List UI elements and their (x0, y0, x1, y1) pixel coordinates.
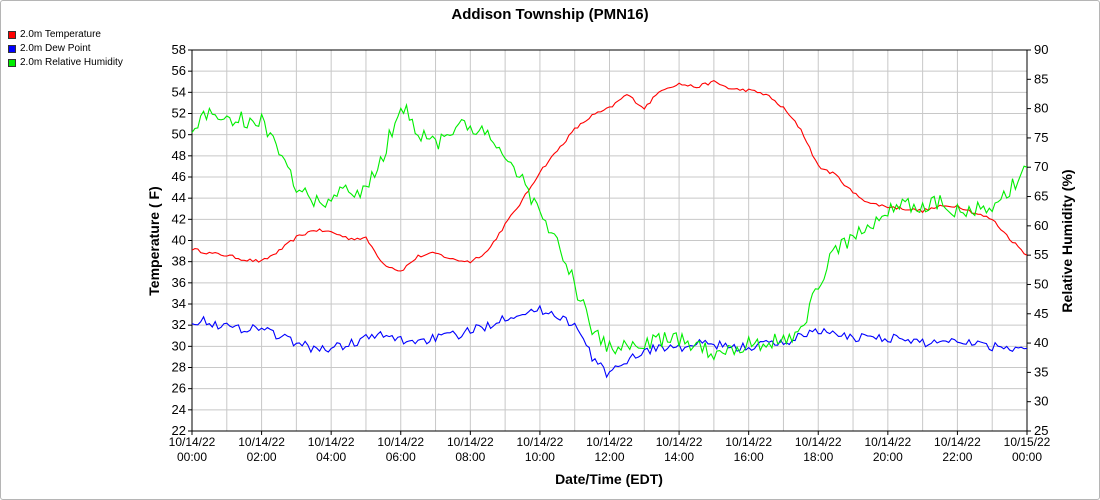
right-tick-label: 25 (1034, 423, 1048, 438)
legend-swatch-dew-point (8, 45, 16, 53)
x-tick-date: 10/14/22 (517, 435, 564, 449)
series-line-relative-humidity (191, 102, 1028, 361)
x-tick-date: 10/14/22 (656, 435, 703, 449)
x-tick-date: 10/15/22 (1004, 435, 1051, 449)
legend-swatch-relative-humidity (8, 59, 16, 67)
x-tick-time: 02:00 (247, 450, 277, 464)
right-tick-label: 80 (1034, 101, 1048, 116)
left-tick-label: 46 (172, 169, 186, 184)
chart-title: Addison Township (PMN16) (451, 6, 648, 23)
x-tick-date: 10/14/22 (308, 435, 355, 449)
x-tick-time: 12:00 (594, 450, 624, 464)
left-tick-label: 38 (172, 254, 186, 269)
left-tick-label: 54 (172, 84, 186, 99)
left-tick-label: 58 (172, 42, 186, 57)
x-tick-date: 10/14/22 (377, 435, 424, 449)
left-tick-label: 30 (172, 338, 186, 353)
x-tick-date: 10/14/22 (725, 435, 772, 449)
left-tick-label: 52 (172, 106, 186, 121)
x-tick-date: 10/14/22 (934, 435, 981, 449)
left-tick-label: 28 (172, 360, 186, 375)
right-tick-label: 70 (1034, 159, 1048, 174)
left-tick-label: 56 (172, 63, 186, 78)
legend: 2.0m Temperature 2.0m Dew Point 2.0m Rel… (8, 28, 123, 70)
left-tick-label: 48 (172, 148, 186, 163)
right-tick-label: 35 (1034, 364, 1048, 379)
x-tick-time: 04:00 (316, 450, 346, 464)
right-tick-label: 40 (1034, 335, 1048, 350)
x-tick-time: 00:00 (1012, 450, 1042, 464)
x-tick-time: 10:00 (525, 450, 555, 464)
series-line-temperature (191, 79, 1028, 272)
legend-swatch-temperature (8, 31, 16, 39)
right-tick-label: 50 (1034, 276, 1048, 291)
legend-label: 2.0m Relative Humidity (20, 57, 123, 68)
right-tick-label: 75 (1034, 130, 1048, 145)
x-tick-date: 10/14/22 (447, 435, 494, 449)
series-line-dew-point (191, 304, 1028, 379)
legend-label: 2.0m Dew Point (20, 43, 91, 54)
x-tick-time: 14:00 (664, 450, 694, 464)
right-tick-label: 85 (1034, 71, 1048, 86)
series-layer (191, 79, 1028, 379)
right-tick-label: 30 (1034, 394, 1048, 409)
left-tick-label: 34 (172, 296, 186, 311)
x-tick-date: 10/14/22 (795, 435, 842, 449)
right-tick-label: 45 (1034, 306, 1048, 321)
x-axis-label: Date/Time (EDT) (555, 471, 663, 487)
left-axis-ticks: 22 24 26 28 30 32 34 36 38 40 42 44 46 48 50 52 54 56 58 (172, 42, 192, 438)
right-tick-label: 60 (1034, 218, 1048, 233)
x-tick-date: 10/14/22 (169, 435, 216, 449)
x-tick-time: 22:00 (942, 450, 972, 464)
right-tick-label: 90 (1034, 42, 1048, 57)
left-tick-label: 36 (172, 275, 186, 290)
left-tick-label: 44 (172, 190, 186, 205)
x-tick-time: 20:00 (873, 450, 903, 464)
x-tick-time: 06:00 (386, 450, 416, 464)
right-tick-label: 55 (1034, 247, 1048, 262)
left-tick-label: 24 (172, 402, 186, 417)
left-tick-label: 40 (172, 233, 186, 248)
x-tick-date: 10/14/22 (238, 435, 285, 449)
x-axis-ticks: 10/14/2200:0010/14/2202:0010/14/2204:001… (169, 431, 1051, 464)
x-tick-time: 08:00 (455, 450, 485, 464)
x-tick-time: 16:00 (734, 450, 764, 464)
right-axis-ticks: 25 30 35 40 45 50 55 60 65 70 75 80 85 90 (1027, 42, 1048, 438)
right-tick-label: 65 (1034, 189, 1048, 204)
x-tick-date: 10/14/22 (864, 435, 911, 449)
y-axis-label-right: Relative Humidity (%) (1059, 169, 1075, 312)
left-tick-label: 22 (172, 423, 186, 438)
left-tick-label: 26 (172, 381, 186, 396)
legend-item-relative-humidity[interactable]: 2.0m Relative Humidity (8, 56, 123, 70)
x-tick-time: 18:00 (803, 450, 833, 464)
x-tick-date: 10/14/22 (586, 435, 633, 449)
left-tick-label: 32 (172, 317, 186, 332)
y-axis-label-left: Temperature ( F) (146, 186, 162, 295)
legend-label: 2.0m Temperature (20, 29, 101, 40)
legend-item-dew-point[interactable]: 2.0m Dew Point (8, 42, 123, 56)
legend-item-temperature[interactable]: 2.0m Temperature (8, 28, 123, 42)
left-tick-label: 42 (172, 211, 186, 226)
x-tick-time: 00:00 (177, 450, 207, 464)
left-tick-label: 50 (172, 127, 186, 142)
